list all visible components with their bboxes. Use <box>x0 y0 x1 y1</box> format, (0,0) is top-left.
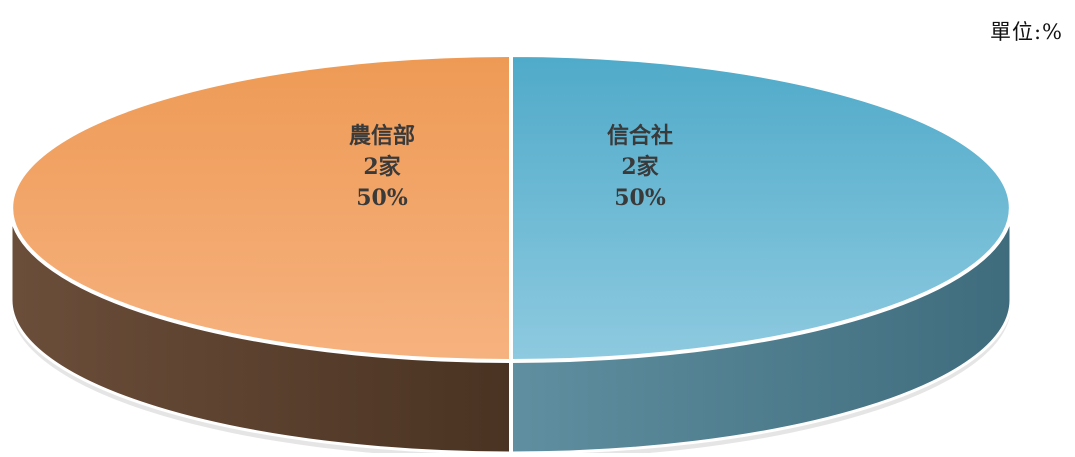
data-label-count-2: 2家 <box>621 154 659 180</box>
data-label-name-2: 信合社 <box>607 123 673 149</box>
pie-slice-2 <box>9 53 513 363</box>
pie-slices <box>9 53 1013 363</box>
data-label-percent-1: 50% <box>356 185 408 211</box>
pie-slice-1 <box>509 53 1013 363</box>
pie-data-labels: 農信部 2家 50% 信合社 2家 50% <box>349 123 673 211</box>
unit-label: 單位:% <box>989 20 1063 44</box>
data-label-count-1: 2家 <box>363 154 401 180</box>
data-label-percent-2: 50% <box>614 185 666 211</box>
data-label-name-1: 農信部 <box>349 123 415 149</box>
